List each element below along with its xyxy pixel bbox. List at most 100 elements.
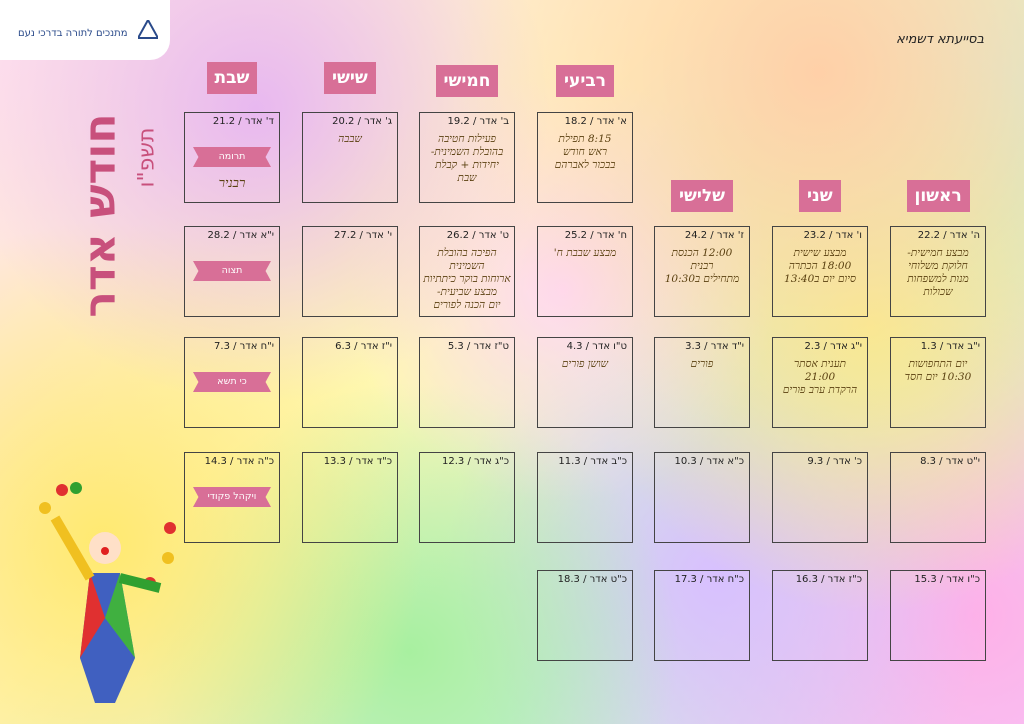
cell-date: י"ג אדר / 2.3 [804,341,862,352]
note-line: 10:30 יום חסד [904,371,972,383]
note-line: יחידות + קבלת [435,159,499,171]
note-line: רבניר [218,176,246,191]
cell-date: כ"ג אדר / 12.3 [442,456,509,467]
cell-date: ט"ז אדר / 5.3 [447,341,509,352]
note-line: תענית אסתר [793,358,847,370]
day-cell: כ' אדר / 9.3 [772,452,868,543]
cell-date: ב' אדר / 19.2 [447,116,510,127]
cell-date: ד' אדר / 21.2 [212,116,274,127]
note-line: חלוקת משלוחי [908,260,968,272]
cell-date: כ"ו אדר / 15.3 [914,574,980,585]
cell-notes: הפיכה בהובלת השמינית ארוחות בוקר כיתתיות מ… [420,247,514,312]
note-line: סיום יום ב13:40 [784,273,856,285]
cell-date: כ"ז אדר / 16.3 [795,574,862,585]
cell-date: י"ד אדר / 3.3 [685,341,744,352]
day-header: חמישי [435,65,499,97]
parasha-tag: תצוה [193,261,271,281]
note-line: פעילות חטיבה [437,133,497,145]
day-cell: ו' אדר / 23.2 מבצע שישית 18:00 הכתרה סיום י… [772,226,868,317]
day-cell: ה' אדר / 22.2 מבצע חמישית- חלוקת משלוחי מנו… [890,226,986,317]
note-line: הפיכה בהובלת השמינית [437,247,497,272]
day-header: שבת [206,62,258,94]
note-line: מבצע שביעית- [437,286,497,298]
note-line: בבכור לאברהם [554,159,616,171]
note-line: מנות למשפחות [907,273,969,285]
cell-notes: מבצע שישית 18:00 הכתרה סיום יום ב13:40 [773,247,867,286]
cell-date: ט"ו אדר / 4.3 [566,341,627,352]
day-cell: י"ז אדר / 6.3 [302,337,398,428]
cell-date: כ' אדר / 9.3 [807,456,862,467]
day-cell: י"ג אדר / 2.3 תענית אסתר 21:00 הרקדת ערב פו… [772,337,868,428]
parasha-tag: תרומה [193,147,271,167]
day-cell: כ"ז אדר / 16.3 [772,570,868,661]
cell-date: כ"א אדר / 10.3 [674,456,744,467]
note-line: מבצע חמישית- [907,247,969,259]
day-cell: ט' אדר / 26.2 הפיכה בהובלת השמינית ארוחות … [419,226,515,317]
note-line: מתחילים ב10:30 [664,273,740,285]
day-cell: י"ט אדר / 8.3 [890,452,986,543]
day-header: רביעי [556,65,614,97]
note-line: 12:00 הכנסת [671,247,733,259]
cell-notes: תענית אסתר 21:00 הרקדת ערב פורים [773,358,867,397]
cell-date: ח' אדר / 25.2 [564,230,627,241]
parasha-tag: כי תשא [193,372,271,392]
day-cell: ט"ז אדר / 5.3 [419,337,515,428]
cell-notes: שושן פורים [538,358,632,371]
cell-notes: רבניר [185,177,279,190]
day-cell: כ"ח אדר / 17.3 [654,570,750,661]
cell-notes: פעילות חטיבה בהובלת השמינית- יחידות + קבלת… [420,133,514,185]
note-line: 8:15 תפילת [558,133,612,145]
day-cell: כ"ג אדר / 12.3 [419,452,515,543]
cell-date: י' אדר / 27.2 [334,230,392,241]
day-cell: י"ד אדר / 3.3 פורים [654,337,750,428]
cell-date: ו' אדר / 23.2 [803,230,862,241]
note-line: רבנית [690,260,714,272]
day-header: שלישי [671,180,734,212]
logo-box: מתנכים לתורה בדרכי נעם [0,0,170,60]
day-cell: כ"ו אדר / 15.3 [890,570,986,661]
day-cell: י' אדר / 27.2 [302,226,398,317]
cell-date: א' אדר / 18.2 [564,116,627,127]
day-cell: י"ח אדר / 7.3 כי תשא [184,337,280,428]
note-line: יום התחפושות [908,358,968,370]
cell-date: כ"ד אדר / 13.3 [323,456,392,467]
note-line: 18:00 הכתרה [788,260,852,272]
logo-text: מתנכים לתורה בדרכי נעם [18,28,128,39]
cell-date: כ"ט אדר / 18.3 [557,574,627,585]
cell-notes: מבצע שבבת ח' [538,247,632,260]
cell-date: י"א אדר / 28.2 [207,230,274,241]
logo-icon [138,20,158,39]
parasha-tag: ויקהל פקודי [193,487,271,507]
day-header: שישי [324,62,376,94]
cell-notes: 12:00 הכנסת רבנית מתחילים ב10:30 [655,247,749,286]
note-line: יום הכנה לפורים [433,299,501,311]
note-line: שושן פורים [561,358,609,370]
cell-notes: פורים [655,358,749,371]
note-line: מבצע שבבת ח' [553,247,617,259]
title: חודש אדר [74,113,126,318]
year: תשפ"ו [134,127,160,188]
note-line: שכולות [923,286,953,298]
cell-notes: שבבה [303,133,397,146]
cell-notes: 8:15 תפילת ראש חודש בבכור לאברהם [538,133,632,172]
cell-date: י"ט אדר / 8.3 [920,456,980,467]
note-line: 21:00 [804,371,836,383]
day-cell: ט"ו אדר / 4.3 שושן פורים [537,337,633,428]
day-cell: ב' אדר / 19.2 פעילות חטיבה בהובלת השמינית-… [419,112,515,203]
note-line: ראש חודש [563,146,607,158]
day-cell: ז' אדר / 24.2 12:00 הכנסת רבנית מתחילים ב10… [654,226,750,317]
cell-date: כ"ב אדר / 11.3 [558,456,627,467]
note-line: מבצע שישית [793,247,847,259]
cell-date: ה' אדר / 22.2 [917,230,980,241]
day-cell: י"א אדר / 28.2 תצוה [184,226,280,317]
cell-date: כ"ח אדר / 17.3 [674,574,744,585]
day-header: ראשון [906,180,970,212]
blessing: בסייעתא דשמיא [895,32,984,47]
cell-date: ג' אדר / 20.2 [332,116,392,127]
day-header: שני [799,180,841,212]
day-cell: ג' אדר / 20.2 שבבה [302,112,398,203]
day-cell: כ"ד אדר / 13.3 [302,452,398,543]
cell-notes: מבצע חמישית- חלוקת משלוחי מנות למשפחות שכול… [891,247,985,299]
day-cell: ח' אדר / 25.2 מבצע שבבת ח' [537,226,633,317]
